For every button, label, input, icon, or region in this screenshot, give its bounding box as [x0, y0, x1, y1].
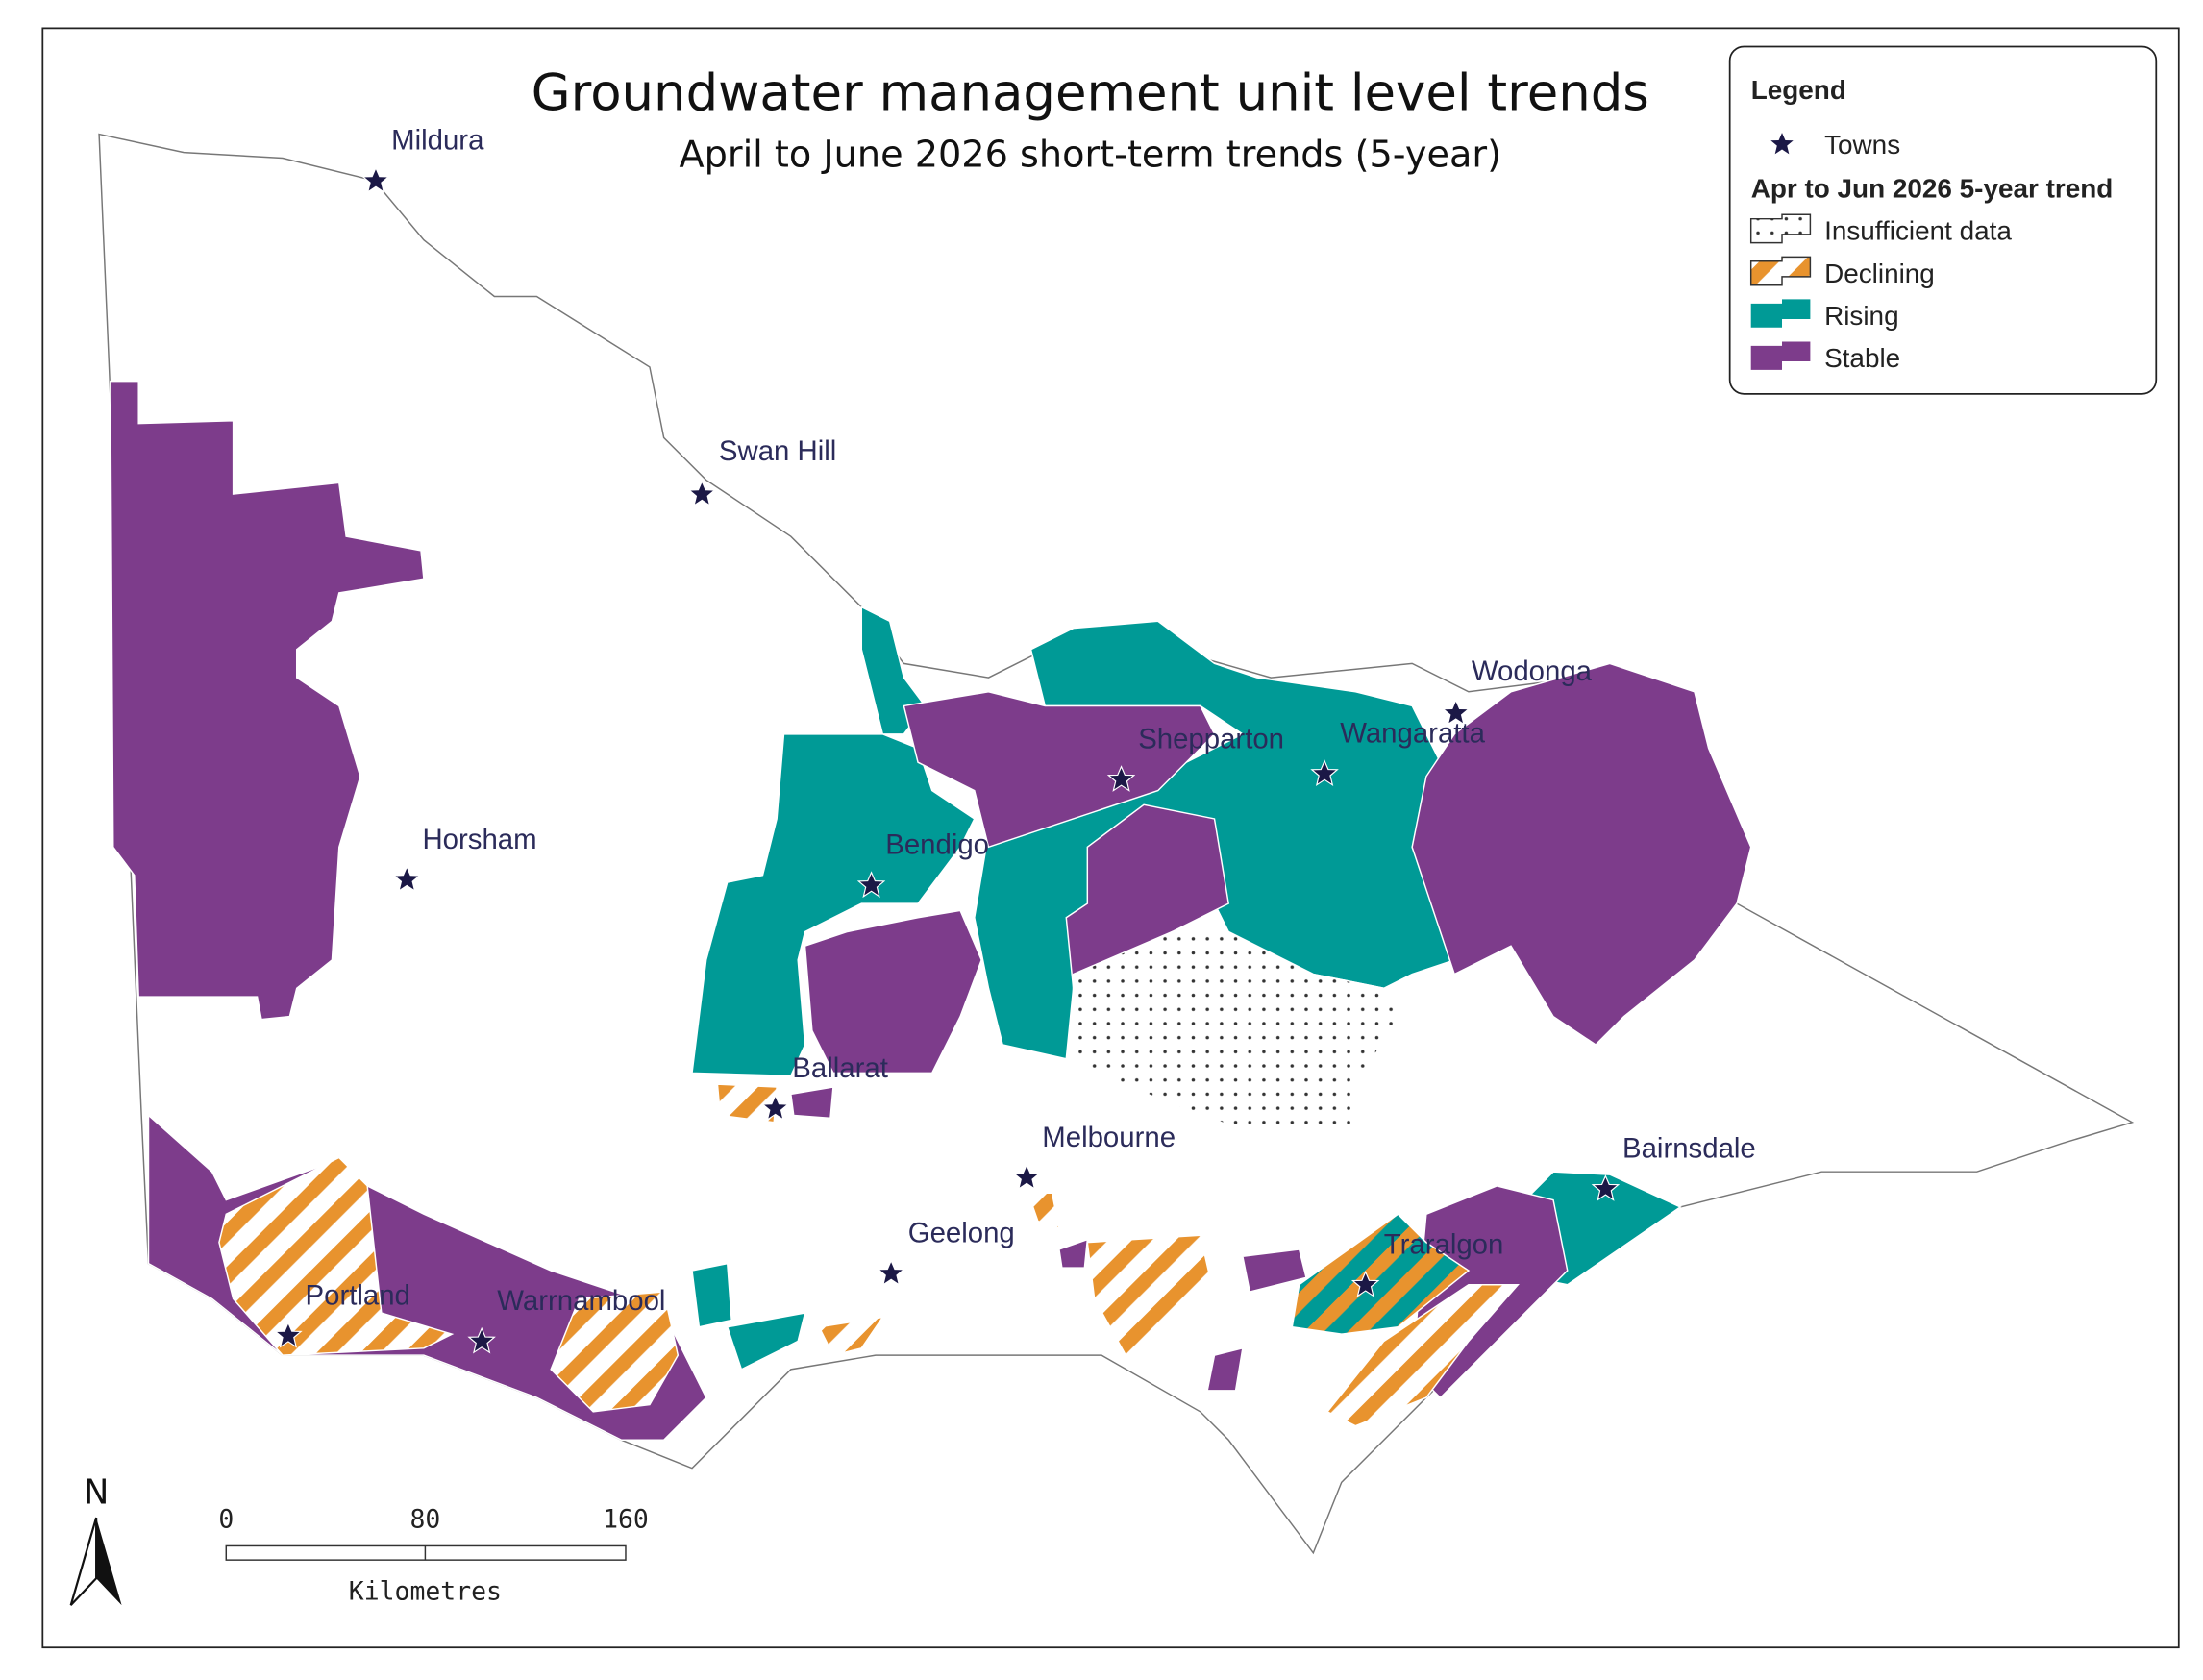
- legend-label: Rising: [1824, 301, 1899, 331]
- region: [110, 380, 425, 1021]
- region: [1242, 1248, 1307, 1293]
- region: [1027, 1192, 1060, 1230]
- region: [1058, 1238, 1089, 1269]
- town-label: Bendigo: [885, 829, 989, 861]
- region: [790, 1086, 834, 1120]
- north-arrow: N: [69, 1472, 122, 1606]
- legend-title: Legend: [1751, 75, 1846, 105]
- legend-label: Insufficient data: [1824, 216, 2012, 246]
- town-label: Horsham: [422, 824, 536, 855]
- legend-box: [1728, 45, 2158, 395]
- region: [1325, 1283, 1520, 1427]
- region: [716, 1083, 778, 1124]
- region: [1086, 1234, 1213, 1364]
- scale-unit: Kilometres: [349, 1576, 502, 1606]
- legend-swatch: [1749, 213, 1812, 244]
- north-label: N: [84, 1472, 109, 1512]
- region: [1072, 930, 1399, 1130]
- map-title: Groundwater management unit level trends: [532, 64, 1649, 123]
- region: [550, 1291, 680, 1413]
- region: [218, 1156, 455, 1356]
- legend-towns: Towns: [1824, 130, 1900, 160]
- scale-label: 0: [218, 1504, 234, 1534]
- legend-swatch: [1750, 299, 1811, 328]
- regions: [98, 133, 2135, 1555]
- legend-subtitle: Apr to Jun 2026 5-year trend: [1751, 174, 2114, 204]
- scale-label: 80: [409, 1504, 440, 1534]
- town-label: Melbourne: [1042, 1122, 1176, 1153]
- town-label: Swan Hill: [719, 435, 836, 467]
- town-label: Bairnsdale: [1622, 1133, 1756, 1165]
- region: [1411, 662, 1752, 1046]
- region: [804, 909, 982, 1075]
- town-label: Portland: [306, 1279, 410, 1311]
- town-label: Ballarat: [792, 1052, 888, 1084]
- town-label: Geelong: [908, 1218, 1015, 1249]
- town-label: Traralgon: [1384, 1228, 1504, 1260]
- town-label: Wodonga: [1472, 655, 1593, 687]
- region: [691, 1262, 732, 1328]
- town-label: Warrnambool: [497, 1285, 665, 1317]
- legend-swatch: [1750, 341, 1811, 370]
- legend: Legend Towns Apr to Jun 2026 5-year tren…: [1728, 45, 2158, 395]
- scale-label: 160: [603, 1504, 649, 1534]
- region: [903, 691, 1216, 849]
- town-label: Shepparton: [1138, 724, 1284, 755]
- region: [1291, 1213, 1471, 1335]
- towns: Mildura Swan Hill Horsham Bendigo Shepparton…: [275, 125, 1756, 1353]
- region: [1206, 1346, 1244, 1392]
- legend-label: Stable: [1824, 343, 1900, 373]
- region: [691, 605, 976, 1077]
- town-label: Mildura: [391, 125, 484, 157]
- region: [818, 1316, 884, 1357]
- legend-swatch: [1749, 256, 1812, 286]
- scale-bar: 0 80 160 Kilometres: [218, 1504, 649, 1606]
- map-subtitle: April to June 2026 short-term trends (5-…: [680, 134, 1501, 176]
- legend-label: Declining: [1824, 259, 1935, 288]
- region: [726, 1312, 806, 1371]
- arrow-right: [96, 1518, 122, 1606]
